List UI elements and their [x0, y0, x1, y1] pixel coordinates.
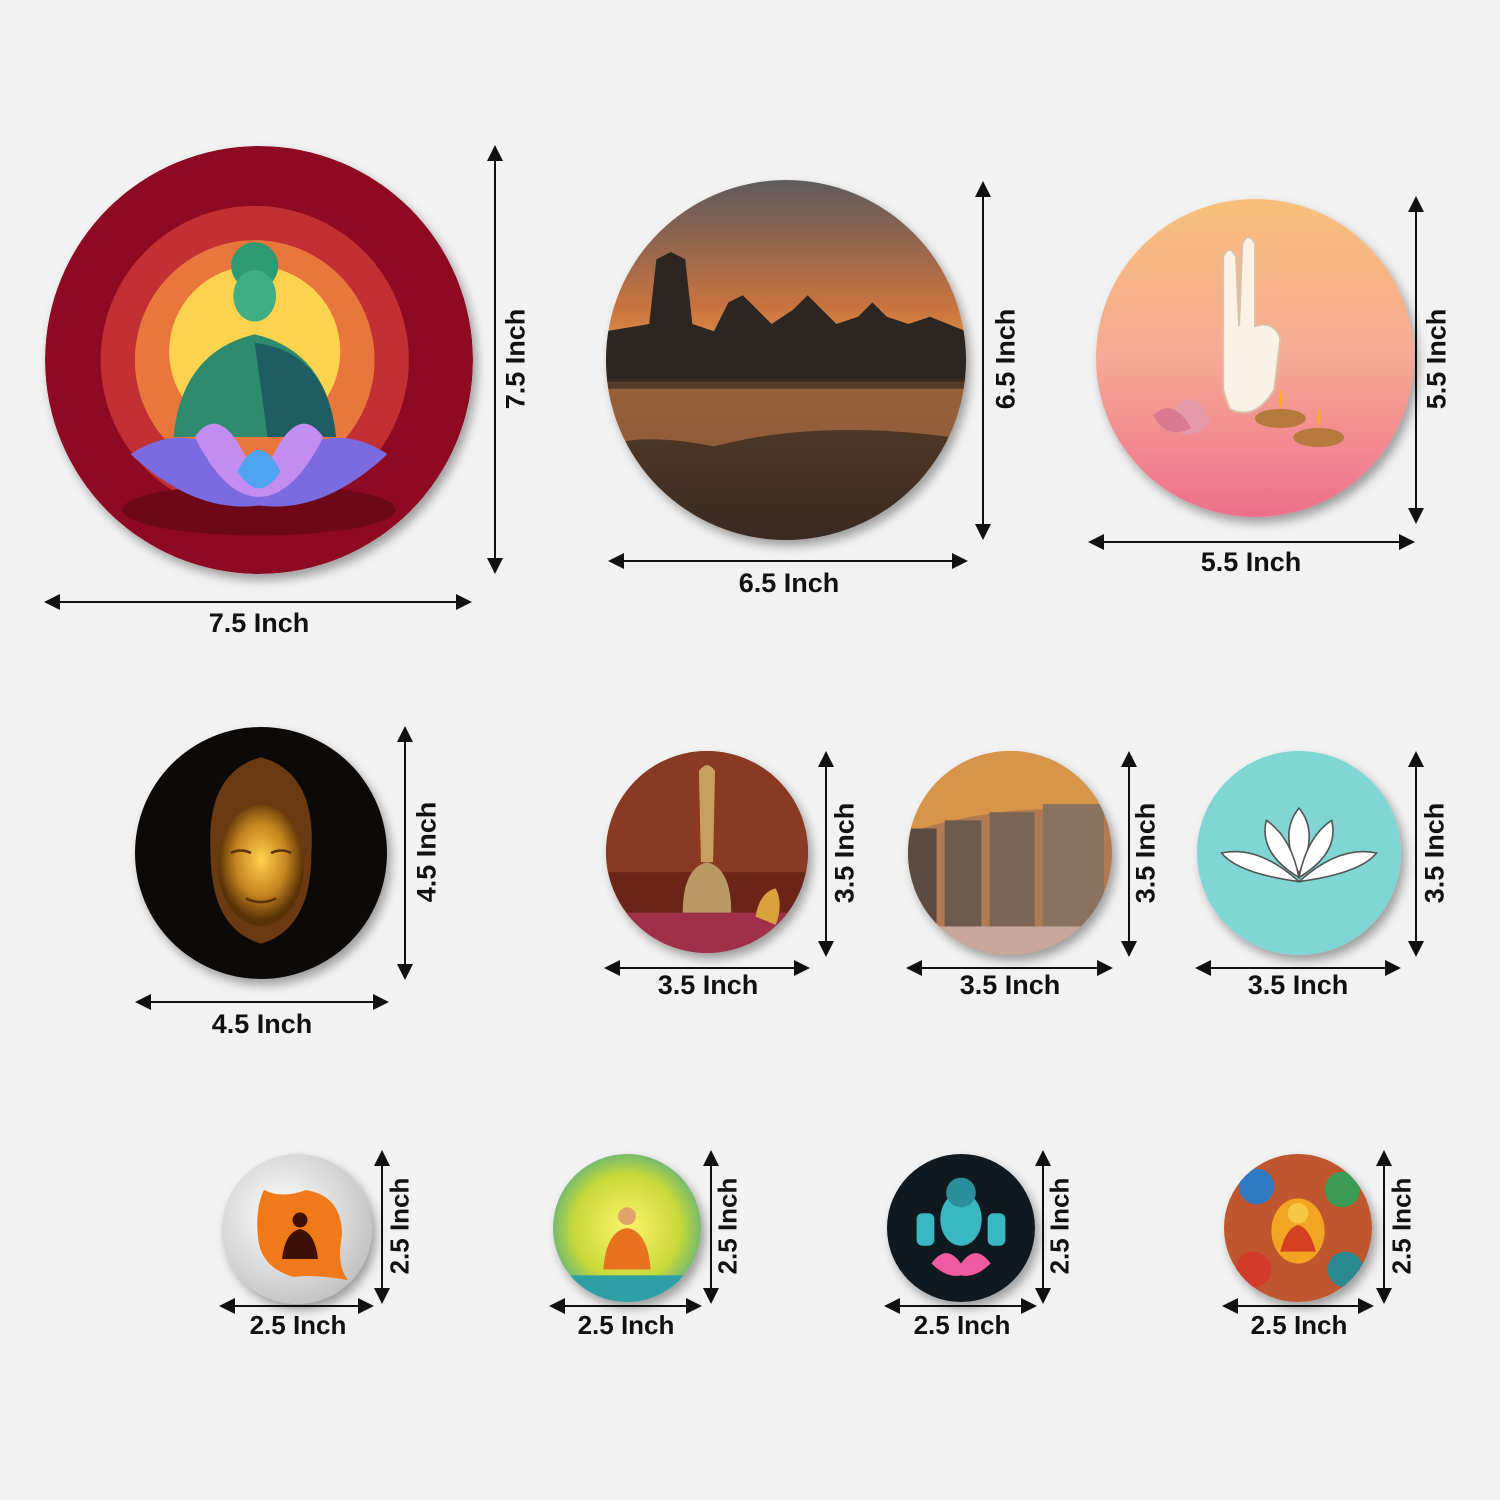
width-label-plate-10: 2.5 Inch: [913, 1310, 1011, 1340]
width-label-plate-11: 2.5 Inch: [1250, 1310, 1348, 1340]
width-label-plate-8: 2.5 Inch: [249, 1310, 347, 1340]
plate-tibetan-bell: [606, 751, 808, 953]
height-label-plate-5: 3.5 Inch: [829, 802, 860, 904]
plate-hand-mudra: [1096, 199, 1414, 517]
thangka-buddha-artwork: [1224, 1154, 1372, 1302]
width-label-plate-1: 7.5 Inch: [208, 608, 310, 638]
width-label-plate-6: 3.5 Inch: [959, 970, 1061, 1000]
height-label-plate-9: 2.5 Inch: [712, 1177, 743, 1275]
width-label-plate-5: 3.5 Inch: [657, 970, 759, 1000]
height-label-plate-10: 2.5 Inch: [1044, 1177, 1075, 1275]
white-lotus-teal-artwork: [1197, 751, 1401, 955]
plate-meditating-monk: [553, 1154, 701, 1302]
width-label-plate-4: 4.5 Inch: [211, 1009, 313, 1039]
plate-thangka-buddha: [1224, 1154, 1372, 1302]
height-label-plate-6: 3.5 Inch: [1130, 802, 1161, 904]
height-label-plate-8: 2.5 Inch: [384, 1177, 415, 1275]
width-label-plate-3: 5.5 Inch: [1200, 547, 1302, 577]
prayer-wheels-artwork: [908, 751, 1112, 955]
plate-green-buddha: [45, 146, 473, 574]
plate-white-lotus: [1197, 751, 1401, 955]
teal-buddha-lotus-artwork: [887, 1154, 1035, 1302]
plate-buddha-statues-sunset: [606, 180, 966, 540]
plate-prayer-wheels: [908, 751, 1112, 955]
width-label-plate-2: 6.5 Inch: [738, 568, 840, 598]
plate-teal-buddha: [887, 1154, 1035, 1302]
tibetan-bell-artwork: [606, 751, 808, 953]
width-label-plate-7: 3.5 Inch: [1247, 970, 1349, 1000]
golden-buddha-face-artwork: [135, 727, 387, 979]
height-label-plate-11: 2.5 Inch: [1386, 1177, 1417, 1275]
meditating-monk-yellow-artwork: [553, 1154, 701, 1302]
buddha-statues-sunset-artwork: [606, 180, 966, 540]
height-label-plate-3: 5.5 Inch: [1421, 308, 1452, 410]
width-label-plate-9: 2.5 Inch: [577, 1310, 675, 1340]
height-label-plate-7: 3.5 Inch: [1419, 802, 1450, 904]
height-label-plate-2: 6.5 Inch: [990, 308, 1021, 410]
buddha-silhouette-leaf-artwork: [222, 1154, 372, 1304]
plate-golden-buddha-face: [135, 727, 387, 979]
green-buddha-lotus-artwork: [45, 146, 473, 574]
height-label-plate-1: 7.5 Inch: [500, 308, 531, 410]
hand-mudra-lotus-diyas-artwork: [1096, 199, 1414, 517]
plate-buddha-silhouette-leaf: [222, 1154, 372, 1304]
height-label-plate-4: 4.5 Inch: [411, 801, 442, 903]
